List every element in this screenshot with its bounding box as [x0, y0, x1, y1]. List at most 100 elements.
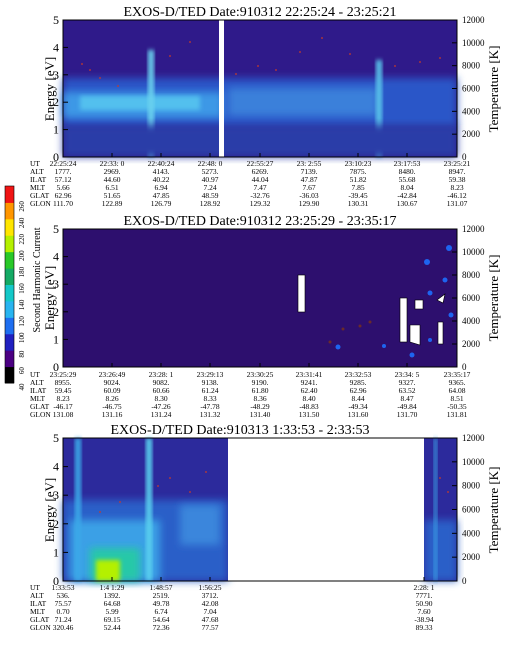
orbit-row-value: 131.70	[397, 410, 418, 419]
orbit-row-value: -46.12	[447, 191, 467, 200]
orbit-row-value: 47.68	[202, 615, 219, 624]
orbit-row-value: 7.85	[351, 183, 364, 192]
orbit-row-label: ILAT	[30, 599, 47, 608]
colorbar-tick-label: 260	[18, 201, 26, 212]
temperature-tick-label: 0	[462, 362, 467, 372]
orbit-row-value: 23:29:13	[197, 370, 224, 379]
orbit-row-value: -49.34	[348, 402, 368, 411]
orbit-row-value: 51.82	[350, 175, 367, 184]
orbit-row-value: 3712.	[202, 591, 219, 600]
energy-tick-label: 0	[53, 150, 59, 164]
colorbar-swatch	[5, 251, 14, 269]
orbit-row-value: 54.64	[153, 615, 170, 624]
orbit-row-label: GLAT	[30, 615, 50, 624]
panel-3-y2-axis: 0 2000 4000 6000 8000 10000 12000	[452, 433, 485, 586]
orbit-row-label: GLON	[30, 410, 51, 419]
orbit-row-value: 7.67	[302, 183, 315, 192]
temperature-tick-label: 4000	[462, 106, 481, 116]
orbit-row-value: 8.26	[105, 394, 118, 403]
colorbar-tick-label: 180	[18, 266, 26, 277]
colorbar-swatch	[5, 202, 14, 220]
orbit-row-label: MLT	[30, 394, 46, 403]
orbit-row-value: 49.78	[153, 599, 170, 608]
orbit-row-value: 131.50	[299, 410, 320, 419]
orbit-row-value: 23:31:41	[296, 370, 323, 379]
orbit-row-value: 57.12	[55, 175, 72, 184]
orbit-row-value: 55.68	[399, 175, 416, 184]
energy-tick-label: 1	[53, 123, 59, 137]
orbit-row-value: 1:4 1:29	[100, 583, 125, 592]
orbit-row-value: 5273.	[202, 167, 219, 176]
orbit-row-value: -38.94	[414, 615, 434, 624]
orbit-row-value: -47.26	[151, 402, 171, 411]
orbit-row-value: 7.24	[203, 183, 216, 192]
orbit-row-value: 8.36	[253, 394, 266, 403]
orbit-row-value: 131.24	[151, 410, 172, 419]
orbit-row-value: 47.85	[153, 191, 170, 200]
colorbar-frame	[4, 185, 15, 384]
orbit-row-value: 8.23	[450, 183, 463, 192]
orbit-row-label: GLON	[30, 623, 51, 632]
temperature-tick-label: 10000	[462, 457, 485, 467]
orbit-row-value: 22:25:24	[50, 159, 77, 168]
energy-tick-label: 2	[53, 305, 59, 319]
temperature-tick-label: 12000	[462, 224, 485, 234]
orbit-row-value: -39.45	[348, 191, 368, 200]
orbit-row-value: 131.08	[53, 410, 74, 419]
orbit-row-value: 23:26:49	[99, 370, 126, 379]
colorbar-ticks: 40 60 80 100 120 140 160 180 200 220 240 260	[18, 201, 26, 391]
orbit-row-value: -36.03	[299, 191, 319, 200]
orbit-row-value: 131.60	[348, 410, 369, 419]
energy-tick-label: 2	[53, 517, 59, 531]
energy-tick-label: 3	[53, 488, 59, 502]
orbit-row-value: 23:34: 5	[395, 370, 420, 379]
colorbar-swatch	[5, 366, 14, 384]
colorbar-label: Second Harmonic Current	[32, 227, 43, 332]
orbit-row-value: 126.79	[151, 199, 172, 208]
temperature-tick-label: 10000	[462, 38, 485, 48]
temperature-tick-label: 8000	[462, 270, 481, 280]
colorbar-swatch	[5, 350, 14, 368]
orbit-row-label: ALT	[30, 167, 44, 176]
orbit-row-value: -46.75	[102, 402, 122, 411]
orbit-row-label: UT	[30, 159, 40, 168]
orbit-row-label: ALT	[30, 378, 44, 387]
energy-tick-label: 5	[53, 13, 59, 27]
energy-tick-label: 5	[53, 222, 59, 236]
orbit-row-value: 129.90	[299, 199, 320, 208]
orbit-row-label: UT	[30, 583, 40, 592]
orbit-row-value: 111.70	[53, 199, 73, 208]
temperature-tick-label: 6000	[462, 293, 481, 303]
orbit-row-value: 2969.	[104, 167, 121, 176]
orbit-row-value: 69.15	[104, 615, 121, 624]
orbit-row-value: 5.66	[56, 183, 69, 192]
orbit-row-value: 1:56:25	[199, 583, 222, 592]
orbit-row-value: 51.65	[104, 191, 121, 200]
orbit-row-value: 7.60	[417, 607, 430, 616]
orbit-row-value: 9024.	[104, 378, 121, 387]
orbit-row-value: 131.07	[447, 199, 468, 208]
panel-2-y-axis: 0 1 2 3 4 5	[53, 222, 458, 374]
orbit-row-value: 60.66	[153, 386, 170, 395]
colorbar-tick-label: 80	[18, 350, 26, 358]
energy-tick-label: 4	[53, 460, 59, 474]
temperature-tick-label: 8000	[462, 61, 481, 71]
orbit-row-value: 8.47	[400, 394, 413, 403]
colorbar-tick-label: 60	[18, 367, 26, 375]
orbit-row-value: 2:28: 1	[413, 583, 434, 592]
panel-3-y-axis: 0 1 2 3 4 5	[53, 431, 425, 588]
panel-1-ylabel2: Temperature [K]	[486, 46, 501, 133]
orbit-row-value: 8.04	[400, 183, 413, 192]
colorbar-swatch	[5, 284, 14, 302]
energy-tick-label: 3	[53, 68, 59, 82]
colorbar-tick-label: 200	[18, 250, 26, 261]
orbit-row-value: 23:32:53	[345, 370, 372, 379]
panel-1-title: EXOS-D/TED Date:910312 22:25:24 - 23:25:…	[124, 5, 397, 20]
orbit-row-value: 6.51	[105, 183, 118, 192]
panel-3-ylabel2: Temperature [K]	[486, 467, 501, 554]
orbit-row-value: 64.08	[449, 386, 466, 395]
orbit-row-value: 23:10:23	[345, 159, 372, 168]
orbit-row-value: 2519.	[153, 591, 170, 600]
temperature-tick-label: 8000	[462, 481, 481, 491]
orbit-row-label: MLT	[30, 607, 46, 616]
